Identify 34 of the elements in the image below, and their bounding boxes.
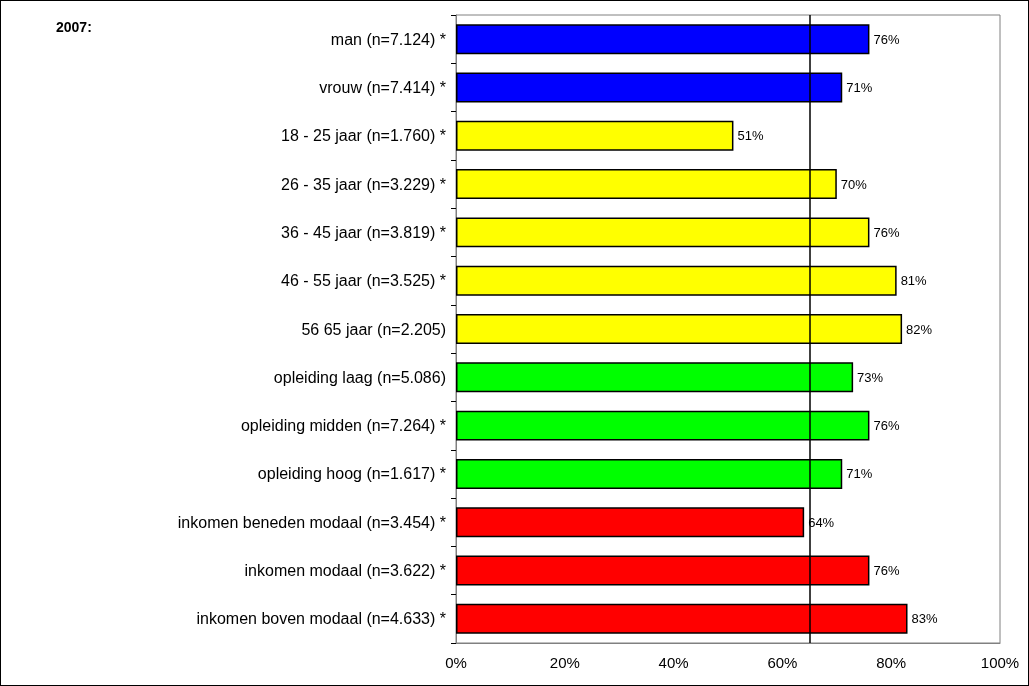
data-label: 73% <box>857 369 884 385</box>
y-tick-label: opleiding hoog (n=1.617) * <box>257 465 446 483</box>
y-tick-label: inkomen modaal (n=3.622) * <box>244 562 446 580</box>
y-tick-label: inkomen beneden modaal (n=3.454) * <box>177 513 446 531</box>
y-tick-label: 18 - 25 jaar (n=1.760) * <box>281 127 446 145</box>
data-label: 76% <box>873 418 900 434</box>
y-tick-label: 46 - 55 jaar (n=3.525) * <box>281 272 446 290</box>
bar <box>456 120 734 151</box>
y-tick-label: inkomen boven modaal (n=4.633) * <box>196 610 446 628</box>
y-tick-label: opleiding midden (n=7.264) * <box>240 417 446 435</box>
x-tick-label: 100% <box>980 654 1020 671</box>
data-label: 71% <box>846 79 873 95</box>
x-tick-label: 40% <box>658 654 689 671</box>
data-label: 71% <box>846 466 873 482</box>
x-tick-label: 20% <box>549 654 580 671</box>
x-tick-label: 60% <box>767 654 798 671</box>
y-tick-label: vrouw (n=7.414) * <box>319 78 446 96</box>
data-label: 70% <box>840 176 868 192</box>
y-tick-label: 36 - 45 jaar (n=3.819) * <box>281 223 446 241</box>
data-label: 83% <box>911 611 938 627</box>
data-label: 81% <box>900 273 928 289</box>
y-tick-label: man (n=7.124) * <box>330 30 446 48</box>
data-label: 76% <box>873 563 900 579</box>
y-tick-label: 56 65 jaar (n=2.205) <box>301 320 446 338</box>
bar <box>456 507 805 538</box>
text: 2007: <box>56 19 92 35</box>
data-label: 82% <box>906 321 933 337</box>
x-tick-label: 0% <box>445 654 467 671</box>
y-tick-label: opleiding laag (n=5.086) <box>273 368 446 386</box>
x-tick-label: 80% <box>876 654 907 671</box>
data-label: 76% <box>873 224 900 240</box>
data-label: 51% <box>737 128 764 144</box>
y-tick-label: 26 - 35 jaar (n=3.229) * <box>281 175 446 193</box>
data-label: 76% <box>873 31 900 47</box>
